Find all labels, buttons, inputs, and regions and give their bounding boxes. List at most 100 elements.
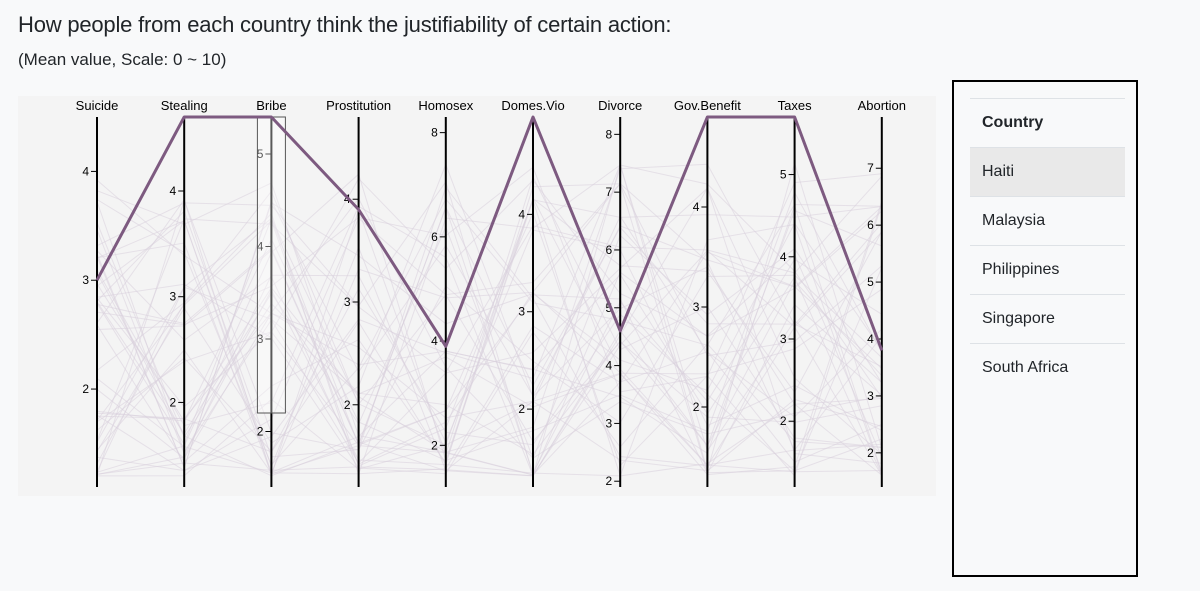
tick-label: 3 bbox=[257, 332, 264, 346]
tick-label: 2 bbox=[344, 398, 351, 412]
country-name[interactable]: Haiti bbox=[970, 147, 1125, 197]
background-line bbox=[96, 162, 883, 478]
tick-label: 3 bbox=[518, 305, 525, 319]
tick-label: 2 bbox=[606, 474, 613, 488]
tick-label: 2 bbox=[170, 395, 177, 409]
chart-title: How people from each country think the j… bbox=[18, 12, 672, 37]
tick-label: 7 bbox=[867, 161, 874, 175]
country-row[interactable]: Philippines bbox=[970, 245, 1125, 295]
axis-suicide: Suicide 2 3 4 bbox=[76, 98, 119, 487]
tick-label: 3 bbox=[344, 295, 351, 309]
tick-label: 2 bbox=[780, 414, 787, 428]
tick-label: 5 bbox=[780, 168, 787, 182]
axis-gov-benefit: Gov.Benefit 2 3 4 bbox=[674, 98, 741, 487]
background-line bbox=[96, 203, 883, 477]
tick-label: 2 bbox=[431, 438, 438, 452]
country-row[interactable]: South Africa bbox=[970, 343, 1125, 392]
background-line bbox=[96, 215, 883, 446]
tick-label: 2 bbox=[518, 402, 525, 416]
country-row[interactable]: Singapore bbox=[970, 294, 1125, 344]
highlighted-line bbox=[95, 115, 884, 351]
background-line bbox=[96, 223, 883, 477]
chart-area: Suicide 2 3 4 Stealing 2 3 4 Bribe 2 3 4 5 Prostituti… bbox=[75, 98, 907, 489]
background-line bbox=[96, 200, 883, 476]
tick-label: 2 bbox=[867, 446, 874, 460]
tick-label: 4 bbox=[518, 207, 525, 221]
parallel-coordinates-chart: Suicide 2 3 4 Stealing 2 3 4 Bribe 2 3 4 5 Prostituti… bbox=[75, 98, 907, 489]
axis-brush[interactable] bbox=[256, 116, 286, 414]
country-row[interactable]: Haiti bbox=[970, 147, 1125, 197]
tick-label: 4 bbox=[693, 200, 700, 214]
background-line bbox=[96, 182, 882, 472]
background-line bbox=[96, 190, 882, 443]
background-line bbox=[96, 163, 882, 452]
background-line bbox=[96, 286, 882, 473]
tick-label: 5 bbox=[257, 147, 264, 161]
country-name[interactable]: South Africa bbox=[970, 343, 1125, 392]
tick-label: 3 bbox=[780, 332, 787, 346]
tick-label: 6 bbox=[867, 218, 874, 232]
axis-title: Abortion bbox=[858, 98, 906, 113]
axis-title: Taxes bbox=[778, 98, 812, 113]
background-line bbox=[96, 175, 883, 442]
country-name[interactable]: Philippines bbox=[970, 245, 1125, 295]
tick-label: 2 bbox=[82, 382, 89, 396]
country-name[interactable]: Singapore bbox=[970, 294, 1125, 344]
tick-label: 5 bbox=[867, 275, 874, 289]
background-line bbox=[96, 283, 882, 475]
background-line bbox=[96, 166, 882, 393]
country-name[interactable]: Malaysia bbox=[970, 196, 1125, 246]
background-line bbox=[96, 177, 883, 458]
background-line bbox=[96, 231, 883, 476]
tick-label: 2 bbox=[257, 425, 264, 439]
background-line bbox=[96, 273, 883, 476]
background-line bbox=[96, 251, 883, 475]
axis-title: Stealing bbox=[161, 98, 208, 113]
tick-label: 6 bbox=[431, 230, 438, 244]
axis-title: Bribe bbox=[256, 98, 286, 113]
tick-label: 2 bbox=[693, 400, 700, 414]
axis-title: Homosex bbox=[418, 98, 473, 113]
tick-label: 4 bbox=[257, 240, 264, 254]
axis-title: Gov.Benefit bbox=[674, 98, 741, 113]
background-line bbox=[96, 179, 883, 419]
axis-title: Suicide bbox=[76, 98, 119, 113]
background-line bbox=[96, 206, 883, 475]
brush-group bbox=[256, 116, 286, 414]
country-row[interactable]: Malaysia bbox=[970, 196, 1125, 246]
background-line bbox=[96, 199, 882, 464]
background-line bbox=[96, 164, 883, 476]
background-line bbox=[96, 197, 883, 477]
axis-title: Divorce bbox=[598, 98, 642, 113]
background-line bbox=[96, 229, 883, 475]
background-line bbox=[96, 210, 882, 455]
background-line bbox=[96, 161, 883, 472]
tick-label: 3 bbox=[606, 416, 613, 430]
background-line bbox=[96, 225, 883, 460]
tick-label: 4 bbox=[170, 184, 177, 198]
country-table: Country Haiti Malaysia Philippines Singapor… bbox=[970, 98, 1125, 392]
tick-label: 8 bbox=[431, 126, 438, 140]
tick-label: 8 bbox=[606, 127, 613, 141]
background-line bbox=[96, 175, 882, 477]
chart-subtitle: (Mean value, Scale: 0 ~ 10) bbox=[18, 50, 227, 69]
tick-label: 3 bbox=[693, 300, 700, 314]
country-table-header-row: Country bbox=[970, 98, 1125, 148]
background-line bbox=[96, 173, 883, 473]
background-line bbox=[96, 183, 882, 474]
tick-label: 4 bbox=[867, 332, 874, 346]
background-line bbox=[96, 187, 882, 477]
axis-taxes: Taxes 2 3 4 5 bbox=[778, 98, 812, 487]
background-line bbox=[96, 163, 883, 453]
axis-title: Domes.Vio bbox=[501, 98, 564, 113]
background-lines-group bbox=[96, 161, 883, 478]
tick-label: 3 bbox=[170, 290, 177, 304]
axis-homosex: Homosex 2 4 6 8 bbox=[418, 98, 474, 487]
axis-bribe: Bribe 2 3 4 5 bbox=[256, 98, 287, 487]
background-line bbox=[96, 247, 883, 475]
axis-abortion: Abortion 2 3 4 5 6 7 bbox=[858, 98, 906, 487]
background-line bbox=[96, 198, 883, 477]
background-line bbox=[96, 199, 883, 469]
background-line bbox=[96, 205, 883, 447]
background-line bbox=[96, 198, 883, 477]
